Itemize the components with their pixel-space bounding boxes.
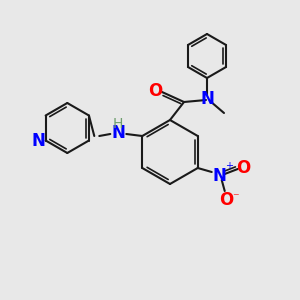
Text: N: N bbox=[32, 131, 46, 149]
Text: H: H bbox=[113, 117, 124, 131]
Text: O: O bbox=[148, 82, 162, 100]
Text: O: O bbox=[220, 191, 234, 209]
Text: ·⁻: ·⁻ bbox=[230, 191, 240, 205]
Text: N: N bbox=[200, 90, 214, 108]
Text: N: N bbox=[111, 124, 125, 142]
Text: N: N bbox=[213, 167, 227, 185]
Text: +: + bbox=[225, 161, 233, 171]
Text: O: O bbox=[237, 159, 251, 177]
